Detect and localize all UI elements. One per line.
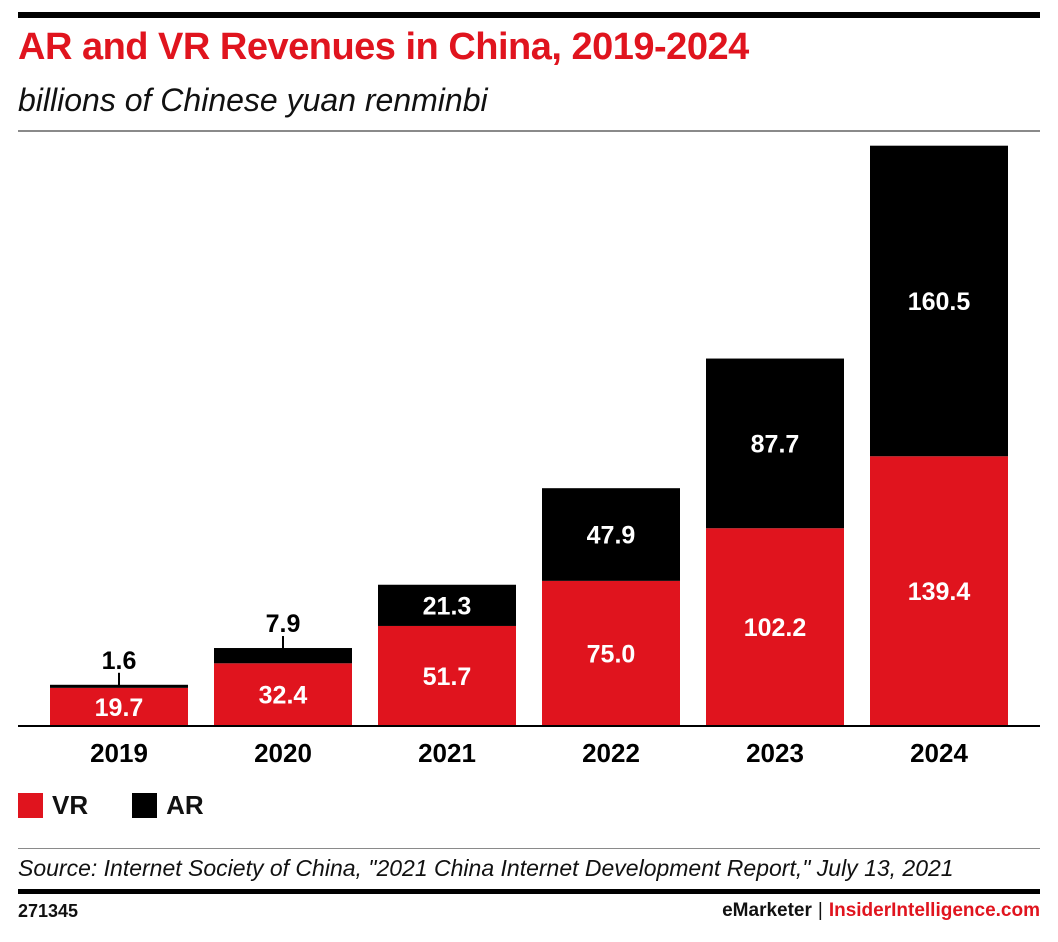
label-ar-2021: 21.3 <box>423 592 472 620</box>
stacked-bar-chart: 19.7 1.6 2019 32.4 7.9 2020 51.7 21.3 2021 75.0 47… <box>18 145 1040 768</box>
x-tick-label-2023: 2023 <box>746 738 804 768</box>
label-ar-2022: 47.9 <box>587 522 636 550</box>
bottom-rule <box>18 889 1040 894</box>
x-tick-label-2022: 2022 <box>582 738 640 768</box>
x-tick-label-2020: 2020 <box>254 738 312 768</box>
bar-vr-2023 <box>706 528 844 726</box>
label-ar-2020: 7.9 <box>266 610 301 638</box>
x-tick-label-2021: 2021 <box>418 738 476 768</box>
top-rule <box>18 12 1040 18</box>
label-ar-2019: 1.6 <box>102 647 137 675</box>
label-vr-2024: 139.4 <box>908 578 971 606</box>
bar-ar-2024 <box>870 145 1008 457</box>
bar-ar-2021 <box>378 584 516 626</box>
credit: eMarketer | InsiderIntelligence.com <box>722 900 1040 922</box>
bar-vr-2022 <box>542 580 680 726</box>
legend-label-ar: AR <box>166 789 204 820</box>
legend-label-vr: VR <box>52 789 89 820</box>
label-vr-2021: 51.7 <box>423 663 472 691</box>
label-ar-2024: 160.5 <box>908 288 971 316</box>
chart-subtitle: billions of Chinese yuan renminbi <box>18 82 488 118</box>
brand-insiderintelligence: InsiderIntelligence.com <box>828 900 1040 921</box>
bar-ar-2022 <box>542 488 680 581</box>
label-vr-2023: 102.2 <box>744 614 807 642</box>
legend: VR AR <box>18 790 248 820</box>
chart-id: 271345 <box>18 901 79 921</box>
bar-vr-2021 <box>378 625 516 726</box>
bar-vr-2019 <box>50 687 188 726</box>
x-tick-label-2024: 2024 <box>910 738 968 768</box>
source-note: Source: Internet Society of China, "2021… <box>18 855 954 881</box>
label-ar-2023: 87.7 <box>751 430 800 458</box>
brand-emarketer: eMarketer <box>722 900 812 921</box>
legend-item-ar: AR <box>132 790 204 821</box>
label-vr-2022: 75.0 <box>587 640 636 668</box>
x-tick-label-2019: 2019 <box>90 738 148 768</box>
subtitle-rule <box>18 130 1040 132</box>
bar-vr-2020 <box>214 663 352 726</box>
label-vr-2019: 19.7 <box>95 694 144 722</box>
bar-ar-2023 <box>706 358 844 529</box>
legend-swatch-ar <box>132 792 158 818</box>
legend-swatch-vr <box>18 792 43 818</box>
bar-vr-2024 <box>870 456 1008 726</box>
label-vr-2020: 32.4 <box>259 682 308 710</box>
legend-item-vr: VR <box>18 790 88 821</box>
source-rule <box>18 848 1040 849</box>
brand-separator: | <box>817 900 823 921</box>
chart-title: AR and VR Revenues in China, 2019-2024 <box>18 26 749 68</box>
